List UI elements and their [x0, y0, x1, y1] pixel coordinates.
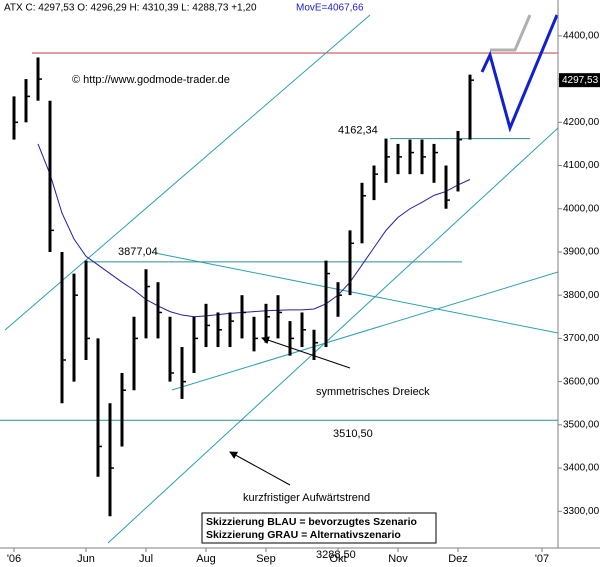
arrow: [229, 451, 291, 486]
y-tick-label: 3700,00: [563, 333, 600, 344]
y-tick-label: 4400,00: [563, 31, 600, 42]
x-tick-label: '06: [7, 553, 21, 565]
x-tick-label: Aug: [196, 553, 216, 565]
y-tick-label: 3300,00: [563, 506, 600, 517]
level-label: 4162,34: [338, 124, 378, 136]
y-tick-label: 3900,00: [563, 247, 600, 258]
y-tick-label: 4000,00: [563, 203, 600, 214]
annotation: 3288,50: [316, 549, 356, 561]
scenario-text: Skizzierung BLAU = bevorzugtes Szenario: [206, 516, 417, 528]
level-label: 3510,50: [333, 428, 373, 440]
last-price-label: 4297,53: [562, 75, 599, 86]
x-tick-label: Jun: [77, 553, 95, 565]
y-tick-label: 3500,00: [563, 419, 600, 430]
y-tick-label: 3400,00: [563, 463, 600, 474]
levels: [0, 138, 558, 421]
annotation: symmetrisches Dreieck: [316, 386, 430, 398]
grey-scenario: [490, 14, 532, 52]
header: ATX C: 4297,53 O: 4296,29 H: 4310,39 L: …: [4, 3, 257, 14]
y-tick-label: 3800,00: [563, 290, 600, 301]
watermark: © http://www.godmode-trader.de: [72, 74, 230, 86]
scenario-text: Skizzierung GRAU = Alternativszenario: [206, 529, 401, 541]
annotation: kurzfristiger Aufwärtstrend: [243, 492, 370, 504]
trend-line: [107, 127, 558, 544]
y-tick-label: 4100,00: [563, 160, 600, 171]
arrow: [261, 336, 351, 369]
y-tick-label: 4200,00: [563, 117, 600, 128]
drawings: [4, 14, 558, 544]
trend-line: [171, 271, 558, 391]
x-tick-label: '07: [535, 553, 549, 565]
trend-line: [154, 252, 558, 334]
x-tick-label: Jul: [139, 553, 153, 565]
x-tick-label: Okt: [329, 553, 346, 565]
x-tick-label: Nov: [388, 553, 408, 565]
moving-average: [37, 143, 471, 318]
scenario-box: [201, 512, 437, 544]
y-tick-label: 3600,00: [563, 376, 600, 387]
blue-scenario: [480, 14, 558, 133]
x-tick-label: Sep: [256, 553, 276, 565]
level-label: 3877,04: [118, 246, 158, 258]
x-tick-label: Dez: [448, 553, 468, 565]
ma-label: MovE=4067,66: [296, 3, 364, 14]
last-price-box: [559, 73, 600, 88]
trend-line: [4, 14, 371, 331]
